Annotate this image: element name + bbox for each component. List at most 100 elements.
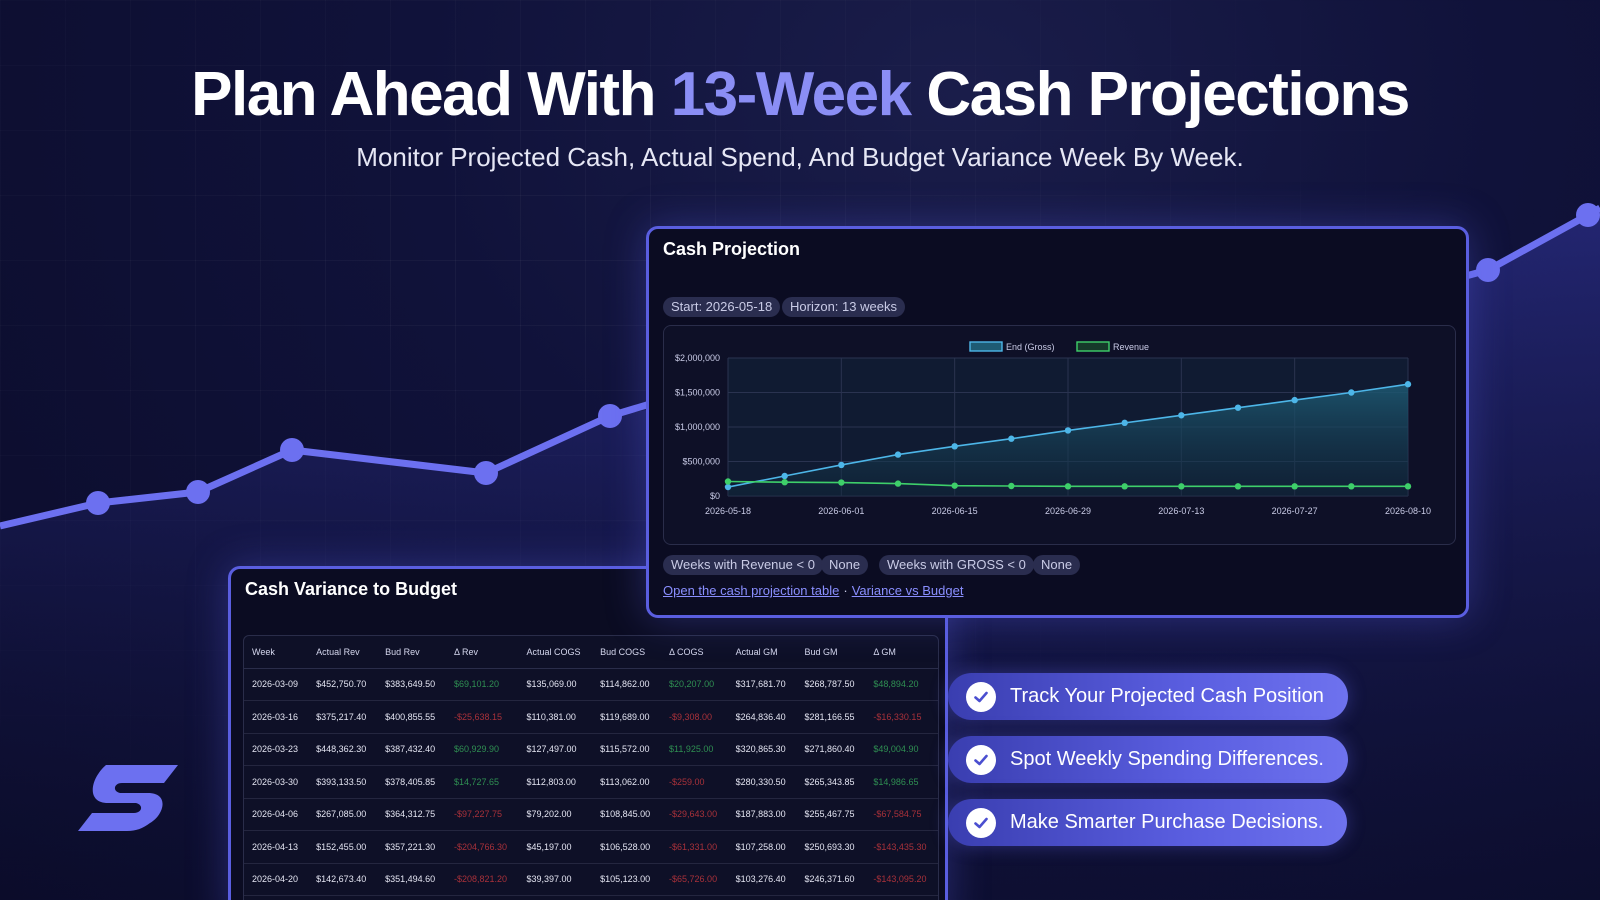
table-cell: $135,069.00 — [518, 668, 593, 701]
variance-table-container[interactable]: Week Actual Rev Bud Rev Δ Rev Actual COGS Bud… — [243, 635, 939, 900]
table-cell: -$97,227.75 — [446, 798, 519, 831]
data-point — [724, 483, 732, 491]
table-cell: $14,727.65 — [446, 765, 519, 799]
brand-logo-icon — [78, 765, 178, 831]
table-cell: $271,860.40 — [796, 733, 866, 766]
column-header[interactable]: Bud COGS — [592, 636, 662, 669]
legend-swatch — [969, 341, 1003, 352]
panel-links: Open the cash projection table · Variance … — [663, 583, 963, 598]
headline-post: Cash Projections — [910, 60, 1410, 129]
check-icon — [966, 681, 996, 712]
table-cell: -$16,330.15 — [865, 700, 938, 734]
variance-table-body: 2026-03-09 $452,750.70 $383,649.50 $69,101.… — [244, 668, 938, 896]
page-subtitle: Monitor Projected Cash, Actual Spend, An… — [356, 142, 1244, 172]
table-cell: $119,689.00 — [592, 700, 662, 734]
table-cell: $268,787.50 — [796, 668, 866, 701]
table-cell: $142,673.40 — [308, 863, 378, 896]
table-cell: $387,432.40 — [377, 733, 446, 766]
table-cell: $357,221.30 — [377, 830, 446, 864]
table-cell: $20,207.00 — [661, 668, 728, 701]
table-cell: $393,133.50 — [308, 765, 378, 799]
table-cell: $400,855.55 — [377, 700, 446, 734]
column-header[interactable]: Week — [244, 636, 309, 669]
revenue-negative-label: Weeks with Revenue < 0 — [663, 555, 823, 575]
table-cell: $375,217.40 — [308, 700, 378, 734]
table-cell: $281,166.55 — [796, 700, 866, 734]
table-cell: $280,330.50 — [727, 765, 797, 799]
table-cell: $113,062.00 — [592, 765, 662, 799]
column-header[interactable]: Δ Rev — [446, 636, 519, 669]
table-row: 2026-03-09 $452,750.70 $383,649.50 $69,101.… — [244, 668, 938, 701]
table-cell: $103,276.40 — [727, 863, 797, 896]
column-header[interactable]: Actual GM — [727, 636, 797, 669]
table-cell: $364,312.75 — [377, 798, 446, 831]
feature-text-decide: Make Smarter Purchase Decisions. — [1010, 811, 1324, 833]
cash-projection-chart: $2,000,000 $1,500,000 $1,000,000 $500,000 $0… — [663, 325, 1456, 545]
cash-projection-panel: Cash Projection Start: 2026-05-18 Horizo… — [646, 226, 1469, 618]
open-projection-table-link[interactable]: Open the cash projection table — [663, 583, 840, 598]
column-header[interactable]: Δ GM — [865, 636, 938, 669]
data-point — [724, 478, 732, 485]
y-tick-label: $2,000,000 — [675, 353, 720, 363]
check-icon — [966, 744, 996, 775]
table-cell: $112,803.00 — [518, 765, 593, 799]
cash-projection-title: Cash Projection — [663, 239, 801, 259]
table-cell: 2026-03-23 — [244, 733, 309, 766]
variance-vs-budget-link[interactable]: Variance vs Budget — [851, 583, 964, 598]
data-point — [838, 479, 845, 486]
check-icon — [966, 807, 996, 838]
feature-pill-spot: Spot Weekly Spending Differences. — [948, 736, 1348, 783]
y-tick-label: $500,000 — [682, 457, 720, 467]
x-tick-label: 2026-06-15 — [932, 506, 978, 516]
table-cell: $39,397.00 — [518, 863, 593, 896]
table-cell: -$9,308.00 — [661, 700, 728, 734]
table-cell: $187,883.00 — [727, 798, 797, 831]
x-tick-label: 2026-07-27 — [1272, 506, 1318, 516]
table-cell: -$259.00 — [661, 765, 728, 799]
table-cell: -$25,638.15 — [446, 700, 519, 734]
y-tick-label: $1,000,000 — [675, 422, 720, 432]
table-cell: $246,371.60 — [796, 863, 866, 896]
table-cell: $267,085.00 — [308, 798, 378, 831]
chart-svg: $2,000,000 $1,500,000 $1,000,000 $500,000 $0… — [675, 341, 1431, 516]
table-cell: -$67,584.75 — [865, 798, 938, 831]
table-cell: $105,123.00 — [592, 863, 662, 896]
data-point — [1291, 483, 1298, 490]
column-header[interactable]: Bud Rev — [377, 636, 446, 669]
data-point — [1064, 483, 1072, 490]
table-cell: 2026-03-16 — [244, 700, 309, 734]
table-cell: $265,343.85 — [796, 765, 866, 799]
table-cell: $48,894.20 — [865, 668, 938, 701]
table-cell: $250,693.30 — [796, 830, 866, 864]
column-header[interactable]: Actual Rev — [308, 636, 378, 669]
table-cell: 2026-04-06 — [244, 798, 309, 831]
table-cell: -$61,331.00 — [661, 830, 728, 864]
column-header[interactable]: Δ COGS — [661, 636, 728, 669]
table-cell: -$204,766.30 — [446, 830, 519, 864]
x-tick-label: 2026-06-29 — [1045, 506, 1091, 516]
data-point — [838, 461, 845, 469]
data-point — [1348, 483, 1355, 490]
table-cell: $320,865.30 — [727, 733, 797, 766]
column-header[interactable]: Bud GM — [796, 636, 866, 669]
column-header[interactable]: Actual COGS — [518, 636, 593, 669]
legend-swatch — [1076, 341, 1110, 352]
table-cell: $114,862.00 — [592, 668, 662, 701]
table-cell: $448,362.30 — [308, 733, 378, 766]
y-tick-label: $1,500,000 — [675, 388, 720, 398]
table-row: 2026-04-06 $267,085.00 $364,312.75 -$97,227… — [244, 798, 938, 831]
variance-table: Week Actual Rev Bud Rev Δ Rev Actual COGS Bud… — [244, 636, 938, 896]
data-point — [1008, 482, 1015, 490]
data-point — [1404, 483, 1412, 490]
revenue-negative-value: None — [821, 555, 869, 575]
page-headline: Plan Ahead With 13-Week Cash Projections — [0, 58, 1600, 132]
table-cell: 2026-03-30 — [244, 765, 309, 799]
legend-label: Revenue — [1113, 342, 1149, 352]
table-row: 2026-03-30 $393,133.50 $378,405.85 $14,727.… — [244, 765, 938, 799]
table-cell: -$143,435.30 — [865, 830, 938, 864]
x-tick-label: 2026-07-13 — [1158, 506, 1204, 516]
data-point — [1178, 483, 1185, 490]
table-cell: $452,750.70 — [308, 668, 378, 701]
table-cell: $378,405.85 — [377, 765, 446, 799]
table-cell: $317,681.70 — [727, 668, 797, 701]
